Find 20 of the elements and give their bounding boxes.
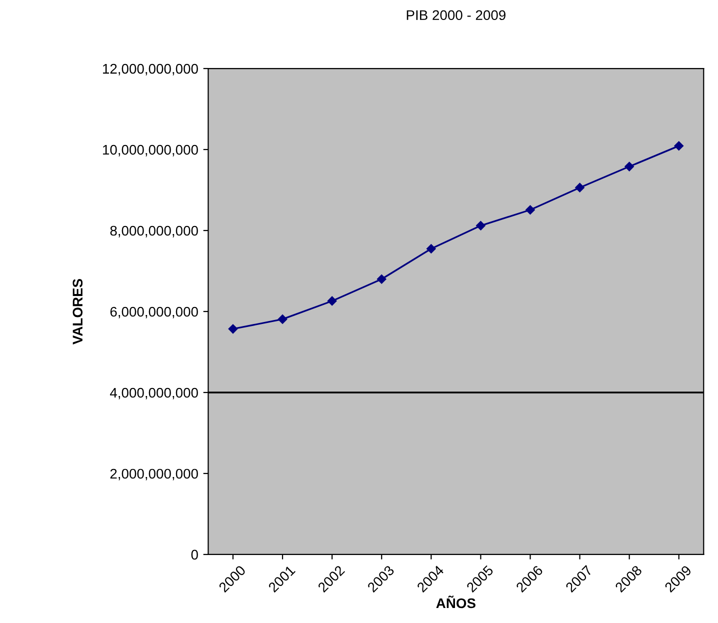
- y-axis-title: VALORES: [72, 278, 83, 344]
- point: [327, 296, 337, 306]
- y-tick-label: 4,000,000,000: [110, 388, 198, 400]
- y-tick-label: 10,000,000,000: [103, 144, 198, 156]
- point: [674, 141, 684, 150]
- point: [228, 324, 238, 334]
- x-axis-title: AÑOS: [436, 596, 476, 608]
- y-tick-label: 0: [191, 550, 198, 560]
- y-tick-label: 2,000,000,000: [110, 468, 198, 480]
- point: [476, 221, 486, 230]
- chart-title: PIB 2000 - 2009: [406, 10, 506, 20]
- point: [575, 182, 584, 192]
- point: [376, 274, 386, 284]
- point: [278, 314, 288, 324]
- y-tick-label: 8,000,000,000: [110, 226, 198, 238]
- point: [624, 162, 634, 172]
- point: [426, 244, 436, 254]
- y-tick-label: 12,000,000,000: [103, 64, 198, 76]
- y-tick-label: 6,000,000,000: [110, 306, 198, 318]
- point: [526, 205, 535, 214]
